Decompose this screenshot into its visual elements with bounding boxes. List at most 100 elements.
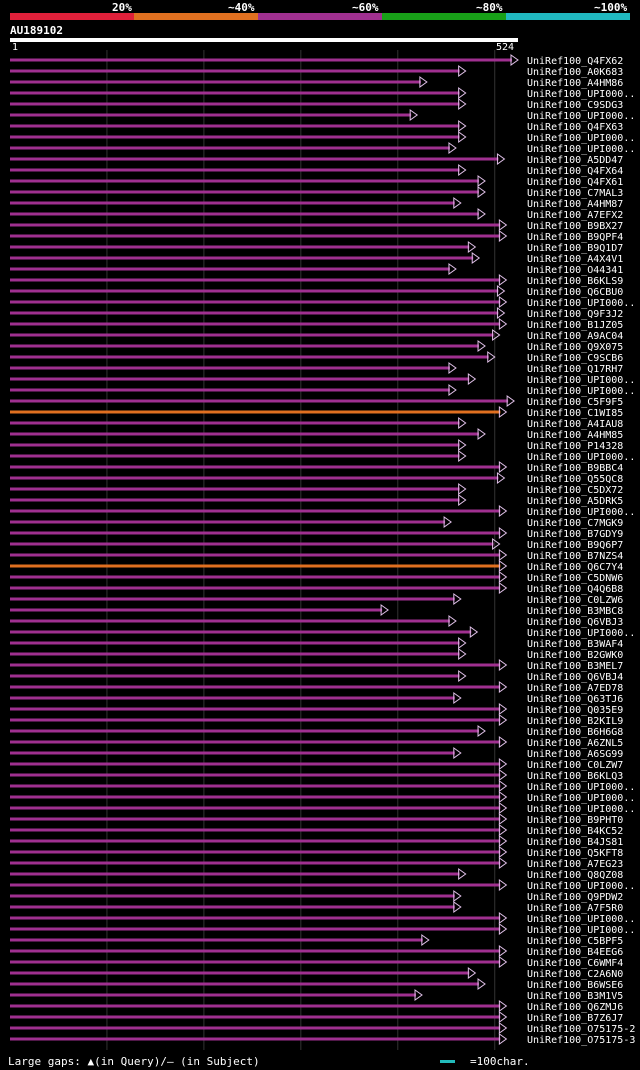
hit-label[interactable]: UniRef100_UPI000.. <box>527 804 635 815</box>
hit-label[interactable]: UniRef100_Q6VBJ4 <box>527 672 623 683</box>
hit-label[interactable]: UniRef100_Q6ZMJ6 <box>527 1002 623 1013</box>
hit-label[interactable]: UniRef100_B2KIL9 <box>527 716 623 727</box>
hit-label[interactable]: UniRef100_UPI000.. <box>527 881 635 892</box>
hit-label[interactable]: UniRef100_A6SG99 <box>527 749 623 760</box>
hit-label[interactable]: UniRef100_A4HM87 <box>527 199 623 210</box>
hit-label[interactable]: UniRef100_A7EFX2 <box>527 210 623 221</box>
hit-label[interactable]: UniRef100_C7MGK9 <box>527 518 623 529</box>
hit-label[interactable]: UniRef100_C0LZW7 <box>527 760 623 771</box>
hit-label[interactable]: UniRef100_Q17RH7 <box>527 364 623 375</box>
hit-label[interactable]: UniRef100_P14328 <box>527 441 623 452</box>
hit-label[interactable]: UniRef100_B3WAF4 <box>527 639 623 650</box>
hit-label[interactable]: UniRef100_O75175-2 <box>527 1024 635 1035</box>
hit-label[interactable]: UniRef100_B7NZS4 <box>527 551 623 562</box>
hit-label[interactable]: UniRef100_Q6C7Y4 <box>527 562 623 573</box>
hit-label[interactable]: UniRef100_C5DX72 <box>527 485 623 496</box>
hit-label[interactable]: UniRef100_B9Q6P7 <box>527 540 623 551</box>
hit-label[interactable]: UniRef100_UPI000.. <box>527 628 635 639</box>
hit-label[interactable]: UniRef100_UPI000.. <box>527 89 635 100</box>
hit-label[interactable]: UniRef100_UPI000.. <box>527 144 635 155</box>
hit-label[interactable]: UniRef100_Q4FX63 <box>527 122 623 133</box>
hit-label[interactable]: UniRef100_A7F5R0 <box>527 903 623 914</box>
hit-label[interactable]: UniRef100_UPI000.. <box>527 375 635 386</box>
hit-label[interactable]: UniRef100_UPI000.. <box>527 452 635 463</box>
hit-label[interactable]: UniRef100_C5DNW6 <box>527 573 623 584</box>
legend-swatch-green <box>382 13 506 20</box>
hit-label[interactable]: UniRef100_A4HM86 <box>527 78 623 89</box>
hit-label[interactable]: UniRef100_Q6VBJ3 <box>527 617 623 628</box>
hit-label[interactable]: UniRef100_Q9PDW2 <box>527 892 623 903</box>
hit-label[interactable]: UniRef100_C1WI85 <box>527 408 623 419</box>
hit-label[interactable]: UniRef100_Q4Q6B8 <box>527 584 623 595</box>
hit-label[interactable]: UniRef100_Q4FX64 <box>527 166 623 177</box>
hit-label[interactable]: UniRef100_C6WMF4 <box>527 958 623 969</box>
hit-label[interactable]: UniRef100_C0LZW6 <box>527 595 623 606</box>
hit-label[interactable]: UniRef100_Q4FX62 <box>527 56 623 67</box>
hit-label[interactable]: UniRef100_A4X4V1 <box>527 254 623 265</box>
hit-label[interactable]: UniRef100_A5DRK5 <box>527 496 623 507</box>
hit-end-arrow <box>510 54 519 66</box>
hit-label[interactable]: UniRef100_B3MBC8 <box>527 606 623 617</box>
hit-label[interactable]: UniRef100_Q4FX61 <box>527 177 623 188</box>
hit-label[interactable]: UniRef100_Q9X075 <box>527 342 623 353</box>
hit-label[interactable]: UniRef100_B9Q1D7 <box>527 243 623 254</box>
hit-label[interactable]: UniRef100_UPI000.. <box>527 507 635 518</box>
hit-label[interactable]: UniRef100_A4IAU8 <box>527 419 623 430</box>
hit-label[interactable]: UniRef100_B1JZ05 <box>527 320 623 331</box>
hit-label[interactable]: UniRef100_B3M1V5 <box>527 991 623 1002</box>
hit-label[interactable]: UniRef100_UPI000.. <box>527 133 635 144</box>
hit-label[interactable]: UniRef100_C5BPF5 <box>527 936 623 947</box>
hit-label[interactable]: UniRef100_B7GDY9 <box>527 529 623 540</box>
hit-label[interactable]: UniRef100_A9AC04 <box>527 331 623 342</box>
hit-label[interactable]: UniRef100_Q63TJ6 <box>527 694 623 705</box>
hit-label[interactable]: UniRef100_B4KC52 <box>527 826 623 837</box>
hit-end-arrow <box>498 824 508 836</box>
hit-label[interactable]: UniRef100_Q5KFT8 <box>527 848 623 859</box>
hit-end-arrow <box>498 219 508 231</box>
hit-end-arrow <box>453 890 462 902</box>
hit-label[interactable]: UniRef100_B9QPF4 <box>527 232 623 243</box>
hit-end-arrow <box>458 648 467 660</box>
hit-label[interactable]: UniRef100_B3MEL7 <box>527 661 623 672</box>
hit-label[interactable]: UniRef100_A0K683 <box>527 67 623 78</box>
hit-label[interactable]: UniRef100_A7ED78 <box>527 683 623 694</box>
hit-label[interactable]: UniRef100_C5F9F5 <box>527 397 623 408</box>
hit-label[interactable]: UniRef100_C7MAL3 <box>527 188 623 199</box>
hit-end-arrow <box>498 571 508 583</box>
hit-label[interactable]: UniRef100_B6KLQ3 <box>527 771 623 782</box>
legend-label-20: 20% <box>112 1 132 14</box>
hit-label[interactable]: UniRef100_B6KLS9 <box>527 276 623 287</box>
hit-label[interactable]: UniRef100_B9BX27 <box>527 221 623 232</box>
hit-end-arrow <box>498 681 508 693</box>
hit-label[interactable]: UniRef100_Q55QC8 <box>527 474 623 485</box>
hit-label[interactable]: UniRef100_B4JS81 <box>527 837 623 848</box>
hit-label[interactable]: UniRef100_O44341 <box>527 265 623 276</box>
hit-label[interactable]: UniRef100_UPI000.. <box>527 914 635 925</box>
hit-label[interactable]: UniRef100_UPI000.. <box>527 298 635 309</box>
hit-label[interactable]: UniRef100_B6H6G8 <box>527 727 623 738</box>
hit-label[interactable]: UniRef100_A5DD47 <box>527 155 623 166</box>
hit-label[interactable]: UniRef100_C2A6N0 <box>527 969 623 980</box>
hit-label[interactable]: UniRef100_B6WSE6 <box>527 980 623 991</box>
hit-label[interactable]: UniRef100_UPI000.. <box>527 111 635 122</box>
hit-label[interactable]: UniRef100_UPI000.. <box>527 782 635 793</box>
hit-label[interactable]: UniRef100_UPI000.. <box>527 925 635 936</box>
hit-label[interactable]: UniRef100_B9PHT0 <box>527 815 623 826</box>
hit-label[interactable]: UniRef100_UPI000.. <box>527 386 635 397</box>
hit-label[interactable]: UniRef100_UPI000.. <box>527 793 635 804</box>
hit-label[interactable]: UniRef100_C9SDG3 <box>527 100 623 111</box>
hit-label[interactable]: UniRef100_C9SCB6 <box>527 353 623 364</box>
hit-label[interactable]: UniRef100_Q8QZ08 <box>527 870 623 881</box>
hit-label[interactable]: UniRef100_B9BBC4 <box>527 463 623 474</box>
hit-end-arrow <box>498 945 508 957</box>
hit-label[interactable]: UniRef100_Q9F3J2 <box>527 309 623 320</box>
hit-label[interactable]: UniRef100_A7EG23 <box>527 859 623 870</box>
hit-label[interactable]: UniRef100_A6ZNL5 <box>527 738 623 749</box>
hit-label[interactable]: UniRef100_B7Z6J7 <box>527 1013 623 1024</box>
hit-label[interactable]: UniRef100_Q035E9 <box>527 705 623 716</box>
hit-label[interactable]: UniRef100_A4HM85 <box>527 430 623 441</box>
hit-label[interactable]: UniRef100_B4EEG6 <box>527 947 623 958</box>
hit-label[interactable]: UniRef100_Q6CBU0 <box>527 287 623 298</box>
hit-label[interactable]: UniRef100_B2GWK0 <box>527 650 623 661</box>
hit-label[interactable]: UniRef100_O75175-3 <box>527 1035 635 1046</box>
